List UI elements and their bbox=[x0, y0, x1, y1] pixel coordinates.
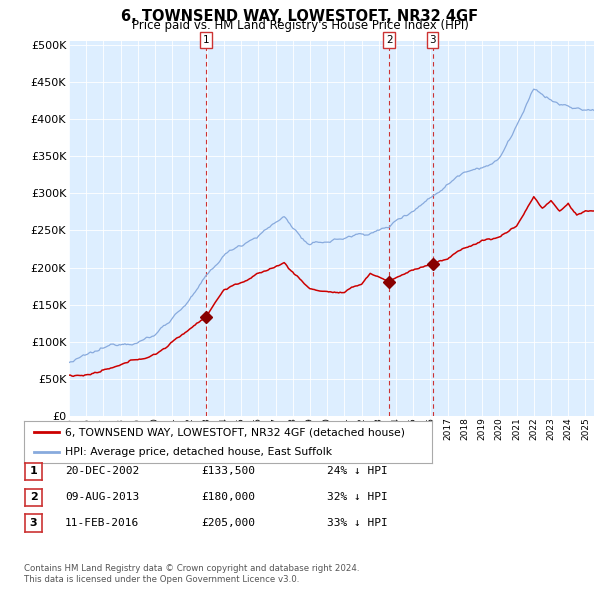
Text: 6, TOWNSEND WAY, LOWESTOFT, NR32 4GF: 6, TOWNSEND WAY, LOWESTOFT, NR32 4GF bbox=[121, 9, 479, 24]
Text: £205,000: £205,000 bbox=[201, 519, 255, 528]
Text: Contains HM Land Registry data © Crown copyright and database right 2024.: Contains HM Land Registry data © Crown c… bbox=[24, 565, 359, 573]
Text: 2: 2 bbox=[386, 35, 392, 45]
Text: Price paid vs. HM Land Registry's House Price Index (HPI): Price paid vs. HM Land Registry's House … bbox=[131, 19, 469, 32]
Text: 2: 2 bbox=[30, 493, 37, 502]
Text: 1: 1 bbox=[203, 35, 209, 45]
Text: 32% ↓ HPI: 32% ↓ HPI bbox=[327, 493, 388, 502]
Text: 09-AUG-2013: 09-AUG-2013 bbox=[65, 493, 139, 502]
Text: 20-DEC-2002: 20-DEC-2002 bbox=[65, 467, 139, 476]
Text: 3: 3 bbox=[429, 35, 436, 45]
Text: £180,000: £180,000 bbox=[201, 493, 255, 502]
Text: 33% ↓ HPI: 33% ↓ HPI bbox=[327, 519, 388, 528]
Text: 1: 1 bbox=[30, 467, 37, 476]
Text: HPI: Average price, detached house, East Suffolk: HPI: Average price, detached house, East… bbox=[65, 447, 332, 457]
Text: This data is licensed under the Open Government Licence v3.0.: This data is licensed under the Open Gov… bbox=[24, 575, 299, 584]
Text: 24% ↓ HPI: 24% ↓ HPI bbox=[327, 467, 388, 476]
Text: 11-FEB-2016: 11-FEB-2016 bbox=[65, 519, 139, 528]
Text: 6, TOWNSEND WAY, LOWESTOFT, NR32 4GF (detached house): 6, TOWNSEND WAY, LOWESTOFT, NR32 4GF (de… bbox=[65, 427, 405, 437]
Text: £133,500: £133,500 bbox=[201, 467, 255, 476]
Text: 3: 3 bbox=[30, 519, 37, 528]
